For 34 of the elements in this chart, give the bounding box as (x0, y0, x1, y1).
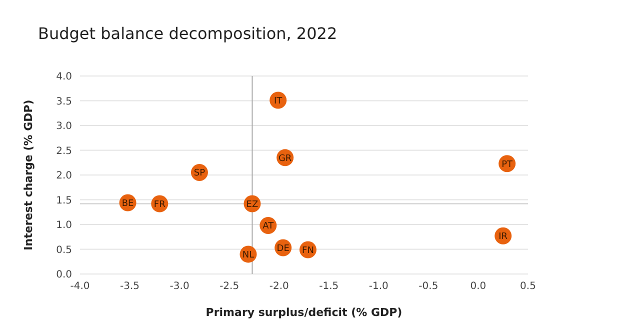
annotation: PT (502, 160, 514, 170)
annotation: IT (274, 96, 283, 106)
y-tick-label: 0.5 (56, 244, 72, 256)
annotation: EZ (246, 200, 258, 210)
x-tick-label: 0.5 (520, 281, 536, 292)
x-tick-label: -1.5 (319, 281, 339, 292)
x-tick-label: -2.5 (220, 281, 240, 292)
y-tick-label: 1.0 (56, 220, 72, 232)
x-axis-title: Primary surplus/deficit (% GDP) (206, 306, 402, 319)
x-tick-label: -4.0 (70, 281, 90, 292)
x-tick-label: -3.5 (120, 281, 140, 292)
annotation: DE (276, 244, 290, 254)
annotation: SP (194, 168, 206, 179)
x-tick-label: -1.0 (368, 281, 388, 292)
annotation: FN (302, 246, 314, 256)
x-tick-label: -0.5 (418, 281, 438, 292)
y-tick-label: 3.5 (56, 96, 72, 108)
x-tick-label: -2.0 (269, 281, 289, 292)
annotation: FR (154, 200, 166, 210)
annotation: NL (242, 250, 254, 260)
annotation: AT (262, 222, 274, 232)
y-tick-label: 2.5 (56, 146, 72, 157)
y-tick-label: 3.0 (56, 121, 72, 132)
y-tick-label: 4.0 (56, 72, 72, 83)
y-axis-title: Interest charge (% GDP) (22, 100, 35, 250)
x-tick-label: -3.0 (170, 281, 190, 292)
annotation: GR (278, 154, 292, 164)
annotation: IR (498, 232, 508, 242)
y-tick-label: 1.5 (56, 195, 72, 206)
chart-title: Budget balance decomposition, 2022 (37, 23, 338, 45)
y-tick-label: 2.0 (56, 170, 72, 182)
x-tick-label: 0.0 (470, 281, 486, 292)
y-tick-label: 0.0 (56, 270, 72, 281)
annotation: BE (122, 198, 134, 209)
